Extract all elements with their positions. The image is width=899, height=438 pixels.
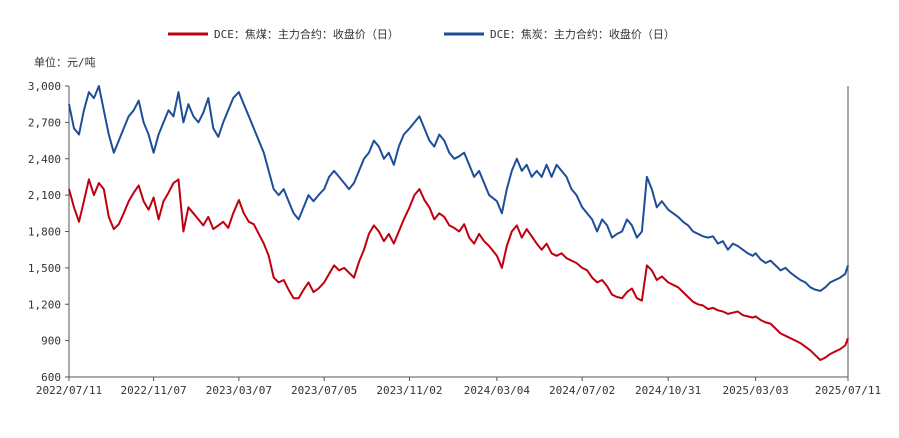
legend: DCE：焦煤：主力合约：收盘价（日） DCE：焦炭：主力合约：收盘价（日） (168, 27, 675, 41)
y-tick-label: 600 (41, 371, 61, 384)
series-line-1 (68, 178, 849, 361)
x-tick-label: 2022/07/11 (36, 384, 102, 397)
series-line-2 (68, 85, 849, 292)
y-tick-label: 900 (41, 335, 61, 348)
x-tick-label: 2024/10/31 (635, 384, 701, 397)
x-tick-label: 2025/07/11 (815, 384, 881, 397)
x-tick-label: 2023/11/02 (376, 384, 442, 397)
unit-label: 单位：元/吨 (34, 55, 96, 69)
y-tick-label: 2,100 (28, 189, 61, 202)
x-tick-label: 2025/03/03 (722, 384, 788, 397)
y-tick-label: 1,500 (28, 262, 61, 275)
y-tick-label: 1,200 (28, 298, 61, 311)
y-tick-label: 1,800 (28, 226, 61, 239)
y-tick-label: 2,700 (28, 116, 61, 129)
axes: 600 900 1,200 1,500 1,800 2,100 2,400 2,700 3,00… (28, 80, 881, 397)
x-tick-label: 2023/03/07 (206, 384, 272, 397)
plot-area (68, 85, 849, 361)
x-tick-label: 2024/03/04 (464, 384, 531, 397)
legend-label-2: DCE：焦炭：主力合约：收盘价（日） (490, 27, 675, 41)
legend-label-1: DCE：焦煤：主力合约：收盘价（日） (214, 27, 399, 41)
x-tick-label: 2023/07/05 (291, 384, 357, 397)
y-tick-label: 2,400 (28, 153, 61, 166)
x-tick-label: 2022/11/07 (120, 384, 186, 397)
y-tick-label: 3,000 (28, 80, 61, 93)
x-tick-label: 2024/07/02 (549, 384, 615, 397)
